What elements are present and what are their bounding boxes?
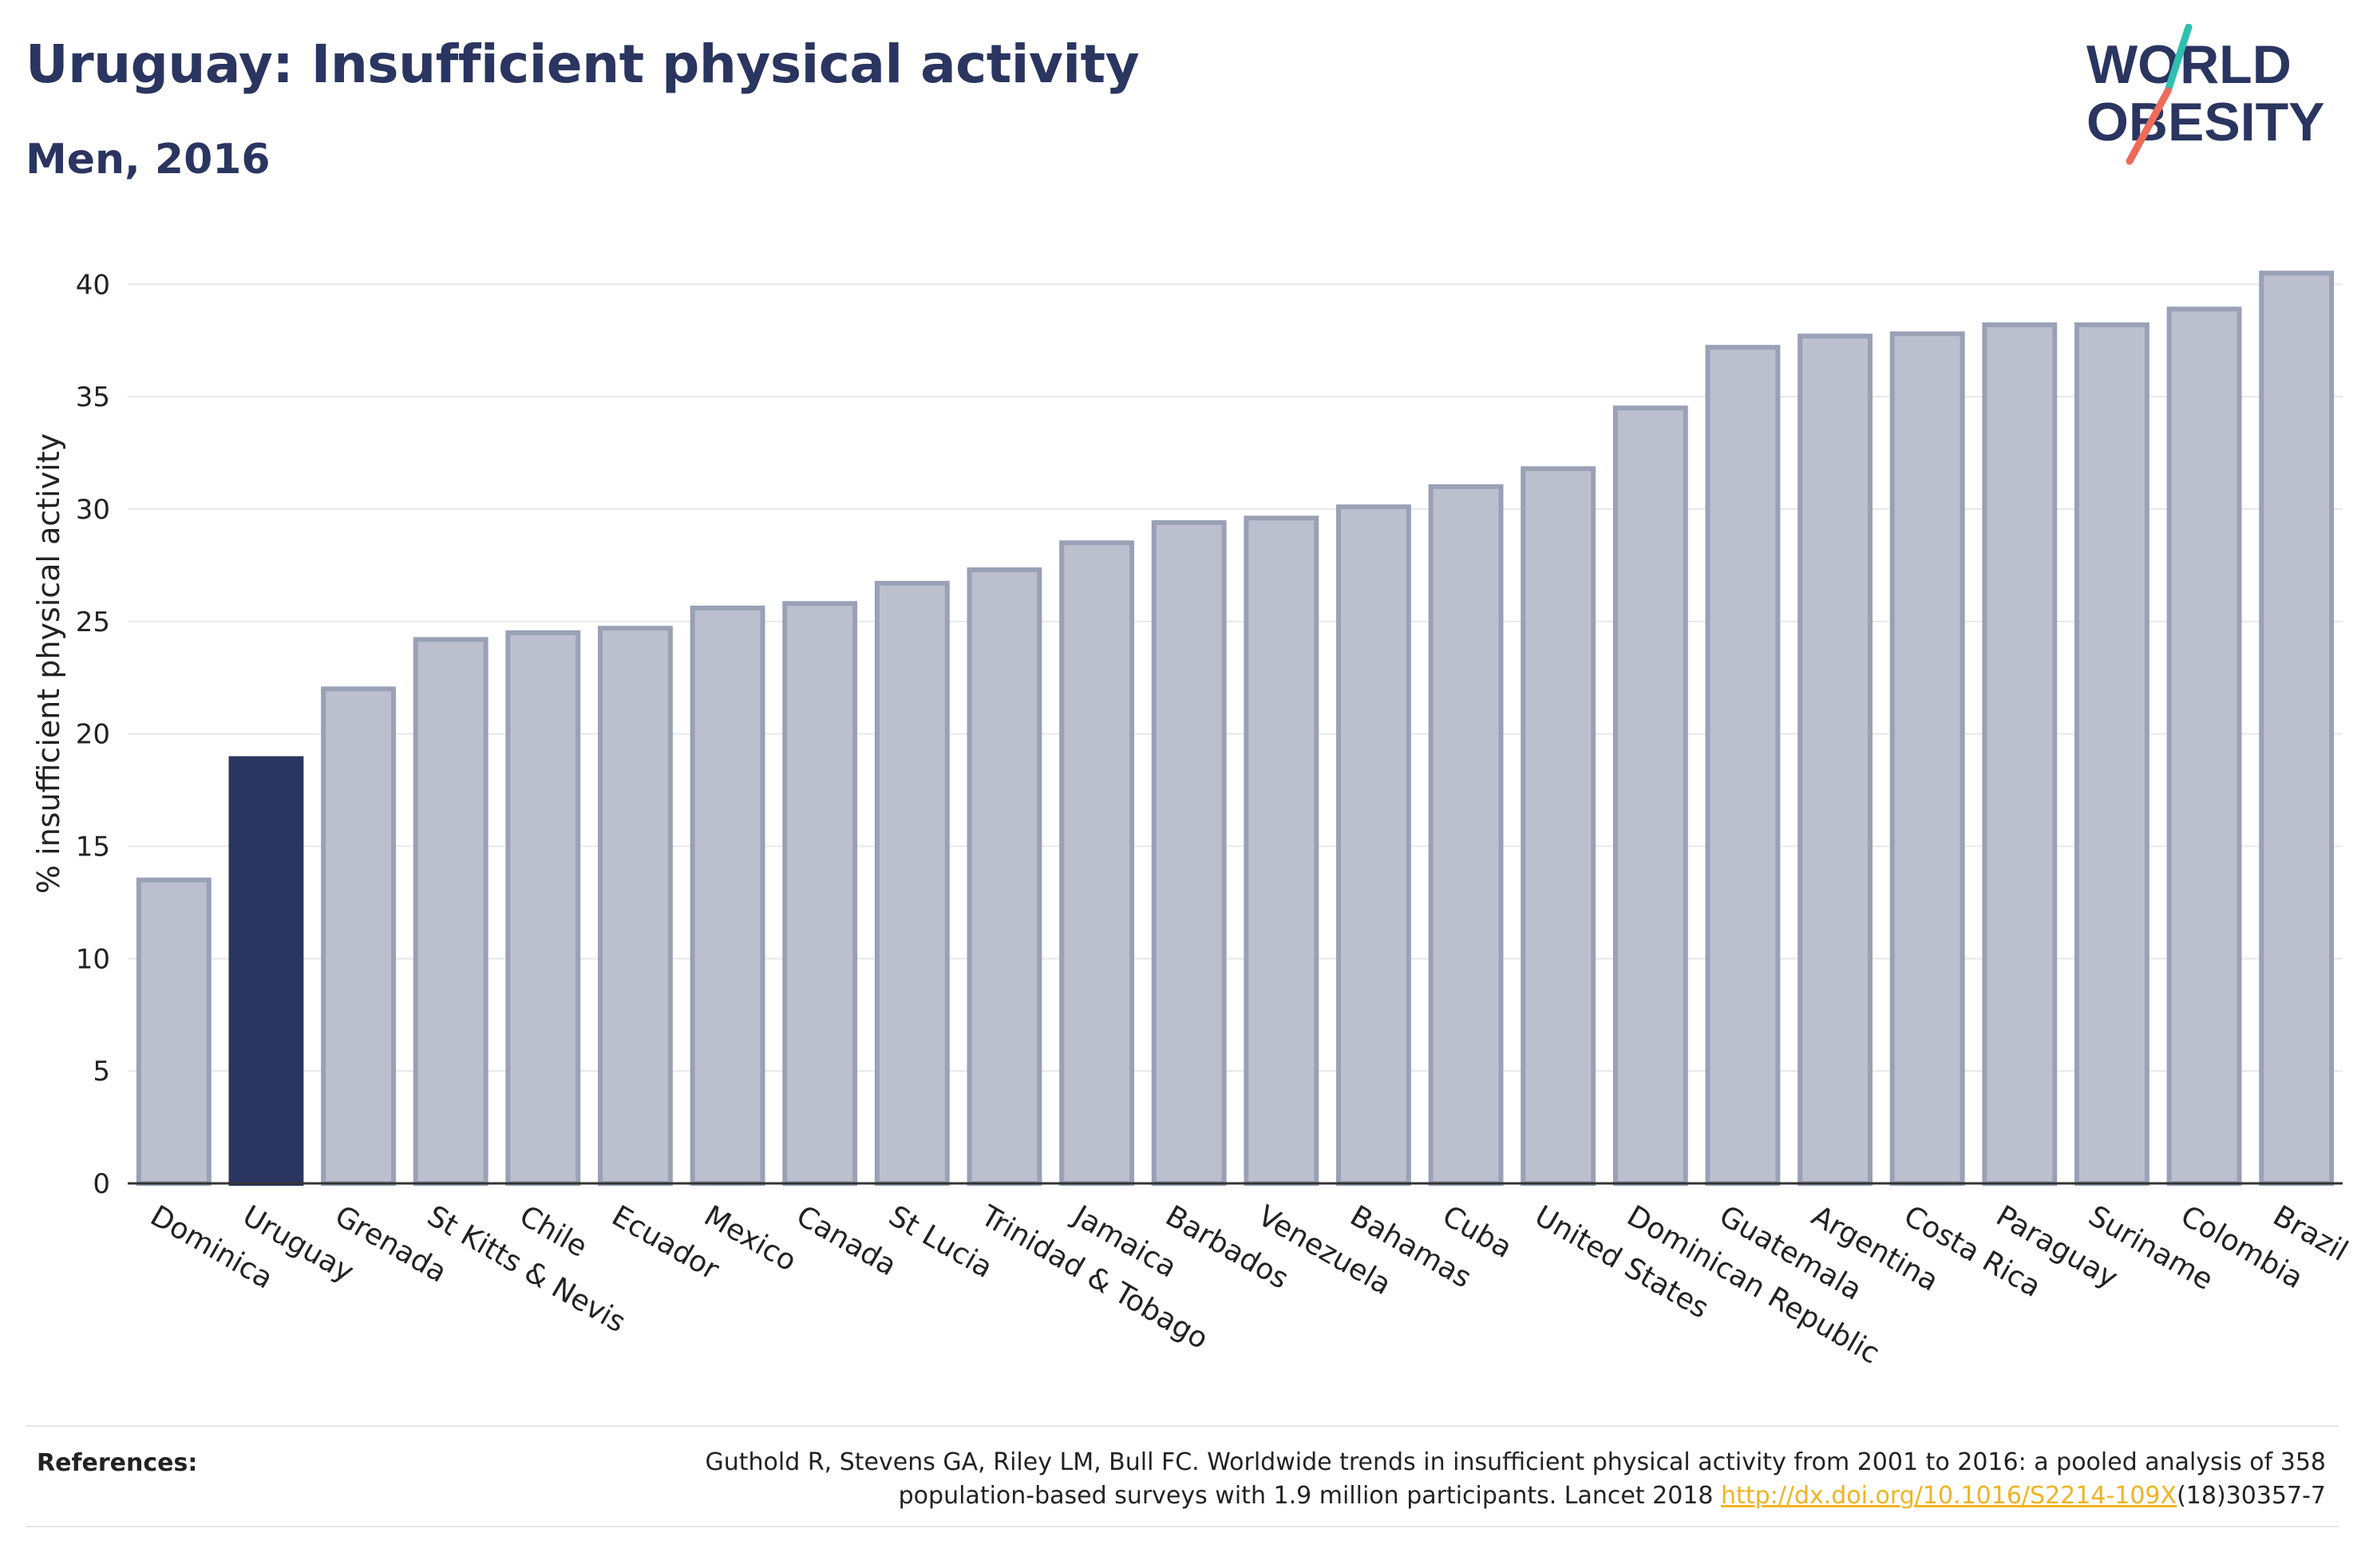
bar (874, 580, 950, 1186)
y-tick-label: 40 (76, 269, 110, 301)
bar (1244, 515, 1319, 1186)
bar (690, 605, 765, 1186)
bar (321, 686, 396, 1186)
reference-citation: Guthold R, Stevens GA, Riley LM, Bull FC… (570, 1446, 2326, 1513)
bar (1797, 334, 1873, 1186)
reference-doi-link[interactable]: http://dx.doi.org/10.1016/S2214-109X (1721, 1482, 2177, 1510)
bar-chart: 0 5 10 15 20 25 30 35 40 % insufficient physical … (31, 269, 2353, 1370)
logo-slash-coral (2126, 87, 2172, 165)
y-tick-label: 10 (76, 943, 110, 975)
logo-slash-teal (2164, 24, 2193, 95)
bar (1336, 504, 1411, 1186)
x-tick-label: Canada (791, 1199, 902, 1282)
bar (782, 601, 858, 1186)
y-tick-label: 30 (76, 494, 110, 526)
bar (1521, 466, 1596, 1186)
bar-highlighted (228, 756, 304, 1186)
reference-text-line1: Guthold R, Stevens GA, Riley LM, Bull FC… (705, 1448, 2326, 1476)
bar (136, 877, 212, 1186)
bar (413, 637, 488, 1186)
bar (1151, 519, 1227, 1186)
bar (1612, 405, 1688, 1186)
bar (1889, 331, 1965, 1186)
y-tick-label: 15 (76, 831, 110, 863)
logo-line-world: WORLD (2086, 34, 2292, 95)
bar (2166, 306, 2242, 1187)
y-tick-label: 20 (76, 719, 110, 751)
y-tick-label: 0 (93, 1168, 110, 1200)
references-footer: References: Guthold R, Stevens GA, Riley… (26, 1425, 2339, 1527)
bar (505, 630, 581, 1186)
y-tick-label: 35 (76, 381, 110, 413)
bar (1705, 345, 1781, 1187)
x-tick-label: St Lucia (883, 1199, 998, 1285)
bar (1982, 322, 2058, 1186)
y-axis-label: % insufficient physical activity (31, 433, 66, 894)
chart-subtitle: Men, 2016 (26, 136, 271, 184)
reference-text-line2: population-based surveys with 1.9 millio… (898, 1482, 1722, 1510)
y-tick-label: 25 (76, 606, 110, 638)
bar (2074, 322, 2149, 1186)
logo-line-obesity: OBESITY (2086, 92, 2325, 152)
bar (1428, 484, 1504, 1186)
reference-text-line3: (18)30357-7 (2177, 1482, 2326, 1510)
bar (2259, 271, 2335, 1186)
references-label: References: (37, 1449, 198, 1477)
y-tick-label: 5 (93, 1056, 110, 1088)
world-obesity-logo: WORLD OBESITY (2086, 24, 2325, 165)
bar (598, 626, 673, 1186)
bar (967, 567, 1042, 1186)
chart-title: Uruguay: Insufficient physical activity (26, 34, 1140, 95)
bar (1059, 540, 1134, 1186)
